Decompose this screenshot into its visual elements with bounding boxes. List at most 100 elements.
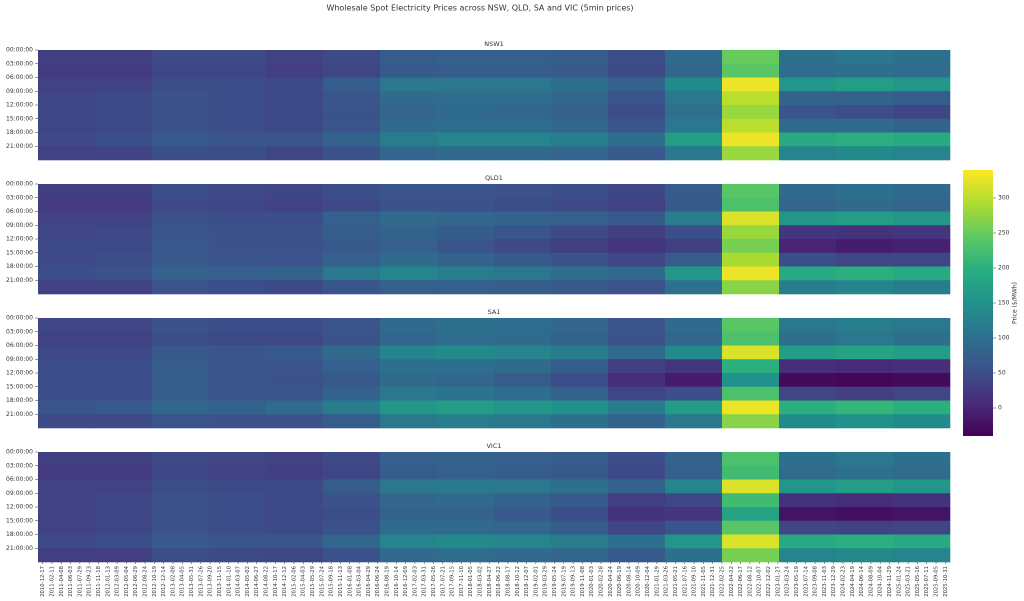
heat-cell bbox=[608, 520, 666, 535]
heat-cell bbox=[494, 548, 552, 563]
heat-cell bbox=[779, 465, 837, 480]
x-tick-label: 2014-01-10 bbox=[226, 565, 232, 596]
heat-cell bbox=[437, 239, 495, 254]
x-tick-label: 2013-02-08 bbox=[170, 565, 176, 596]
heat-cell bbox=[608, 548, 666, 563]
heat-cell bbox=[665, 50, 723, 65]
heat-cell bbox=[722, 373, 780, 388]
heat-cell bbox=[209, 118, 267, 133]
heat-cell bbox=[209, 239, 267, 254]
x-tick-label: 2020-08-14 bbox=[626, 565, 632, 596]
heat-cell bbox=[380, 266, 438, 281]
heat-cell bbox=[437, 534, 495, 549]
heat-cell bbox=[152, 493, 210, 508]
panel-title: NSW1 bbox=[484, 40, 504, 48]
heat-cell bbox=[551, 534, 609, 549]
x-tick-label: 2014-10-17 bbox=[273, 566, 279, 597]
heat-cell bbox=[95, 239, 153, 254]
heat-cell bbox=[665, 465, 723, 480]
heat-cell bbox=[209, 280, 267, 295]
heat-cell bbox=[95, 132, 153, 147]
heat-cell bbox=[266, 493, 324, 508]
heat-cell bbox=[266, 63, 324, 78]
heat-cell bbox=[266, 359, 324, 374]
heat-cell bbox=[437, 77, 495, 92]
heat-cell bbox=[893, 239, 951, 254]
heat-cell bbox=[437, 146, 495, 161]
heat-cell bbox=[722, 184, 780, 199]
heat-cell bbox=[836, 252, 894, 267]
heat-cell bbox=[665, 225, 723, 240]
heat-cell bbox=[323, 146, 381, 161]
heat-cell bbox=[380, 77, 438, 92]
heat-cell bbox=[323, 479, 381, 494]
colorbar-label: Price ($/MWh) bbox=[1012, 282, 1019, 324]
x-tick-label: 2021-11-05 bbox=[701, 566, 707, 597]
x-tick-label: 2018-08-17 bbox=[505, 566, 511, 597]
heat-cell bbox=[38, 534, 96, 549]
heat-cell bbox=[38, 50, 96, 65]
heat-cell bbox=[266, 280, 324, 295]
y-tick-label: 03:00:00 bbox=[6, 60, 33, 67]
heat-cell bbox=[779, 400, 837, 415]
heat-cell bbox=[836, 507, 894, 522]
heat-cell bbox=[380, 211, 438, 226]
heat-cell bbox=[323, 452, 381, 467]
x-tick-label: 2016-01-08 bbox=[347, 565, 353, 596]
x-tick-label: 2014-08-22 bbox=[264, 566, 270, 597]
heat-cell bbox=[494, 373, 552, 388]
heat-cell bbox=[266, 118, 324, 133]
heat-cell bbox=[665, 373, 723, 388]
heat-cell bbox=[323, 252, 381, 267]
heat-cell bbox=[836, 386, 894, 401]
heat-cell bbox=[266, 386, 324, 401]
heat-cell bbox=[608, 479, 666, 494]
x-tick-label: 2020-01-03 bbox=[589, 566, 595, 597]
heat-cell bbox=[665, 386, 723, 401]
heat-cell bbox=[722, 331, 780, 346]
heat-cell bbox=[380, 331, 438, 346]
heat-cell bbox=[323, 520, 381, 535]
y-tick-label: 15:00:00 bbox=[6, 249, 33, 256]
heat-cell bbox=[152, 252, 210, 267]
heat-cell bbox=[722, 50, 780, 65]
heat-cell bbox=[608, 63, 666, 78]
heat-cell bbox=[551, 266, 609, 281]
heat-cell bbox=[152, 318, 210, 333]
x-tick-label: 2013-11-15 bbox=[217, 566, 223, 597]
heat-cell bbox=[551, 197, 609, 212]
heat-cell bbox=[722, 493, 780, 508]
heat-cell bbox=[323, 211, 381, 226]
heat-cell bbox=[494, 465, 552, 480]
heat-cell bbox=[779, 520, 837, 535]
heat-cell bbox=[494, 146, 552, 161]
heat-cell bbox=[551, 280, 609, 295]
heat-cell bbox=[665, 318, 723, 333]
heat-cell bbox=[893, 146, 951, 161]
y-tick-label: 06:00:00 bbox=[6, 208, 33, 215]
heat-cell bbox=[893, 493, 951, 508]
heat-cell bbox=[152, 280, 210, 295]
x-tick-label: 2023-03-24 bbox=[785, 565, 791, 596]
x-tick-label: 2014-06-27 bbox=[254, 566, 260, 597]
heat-cell bbox=[209, 452, 267, 467]
heat-cell bbox=[665, 77, 723, 92]
heat-cell bbox=[722, 479, 780, 494]
x-tick-label: 2013-05-31 bbox=[189, 566, 195, 597]
heat-cell bbox=[95, 252, 153, 267]
heat-cell bbox=[722, 345, 780, 360]
heat-cell bbox=[608, 345, 666, 360]
heat-cell bbox=[551, 493, 609, 508]
heat-cell bbox=[323, 386, 381, 401]
heat-cell bbox=[209, 386, 267, 401]
heat-cell bbox=[152, 507, 210, 522]
y-tick-label: 03:00:00 bbox=[6, 462, 33, 469]
heat-cell bbox=[209, 252, 267, 267]
heat-cell bbox=[323, 225, 381, 240]
x-tick-label: 2020-12-04 bbox=[645, 565, 651, 596]
x-tick-label: 2020-10-09 bbox=[636, 566, 642, 597]
heat-cell bbox=[323, 77, 381, 92]
x-tick-label: 2015-07-24 bbox=[319, 565, 325, 596]
heat-cell bbox=[494, 77, 552, 92]
heat-cell bbox=[836, 479, 894, 494]
